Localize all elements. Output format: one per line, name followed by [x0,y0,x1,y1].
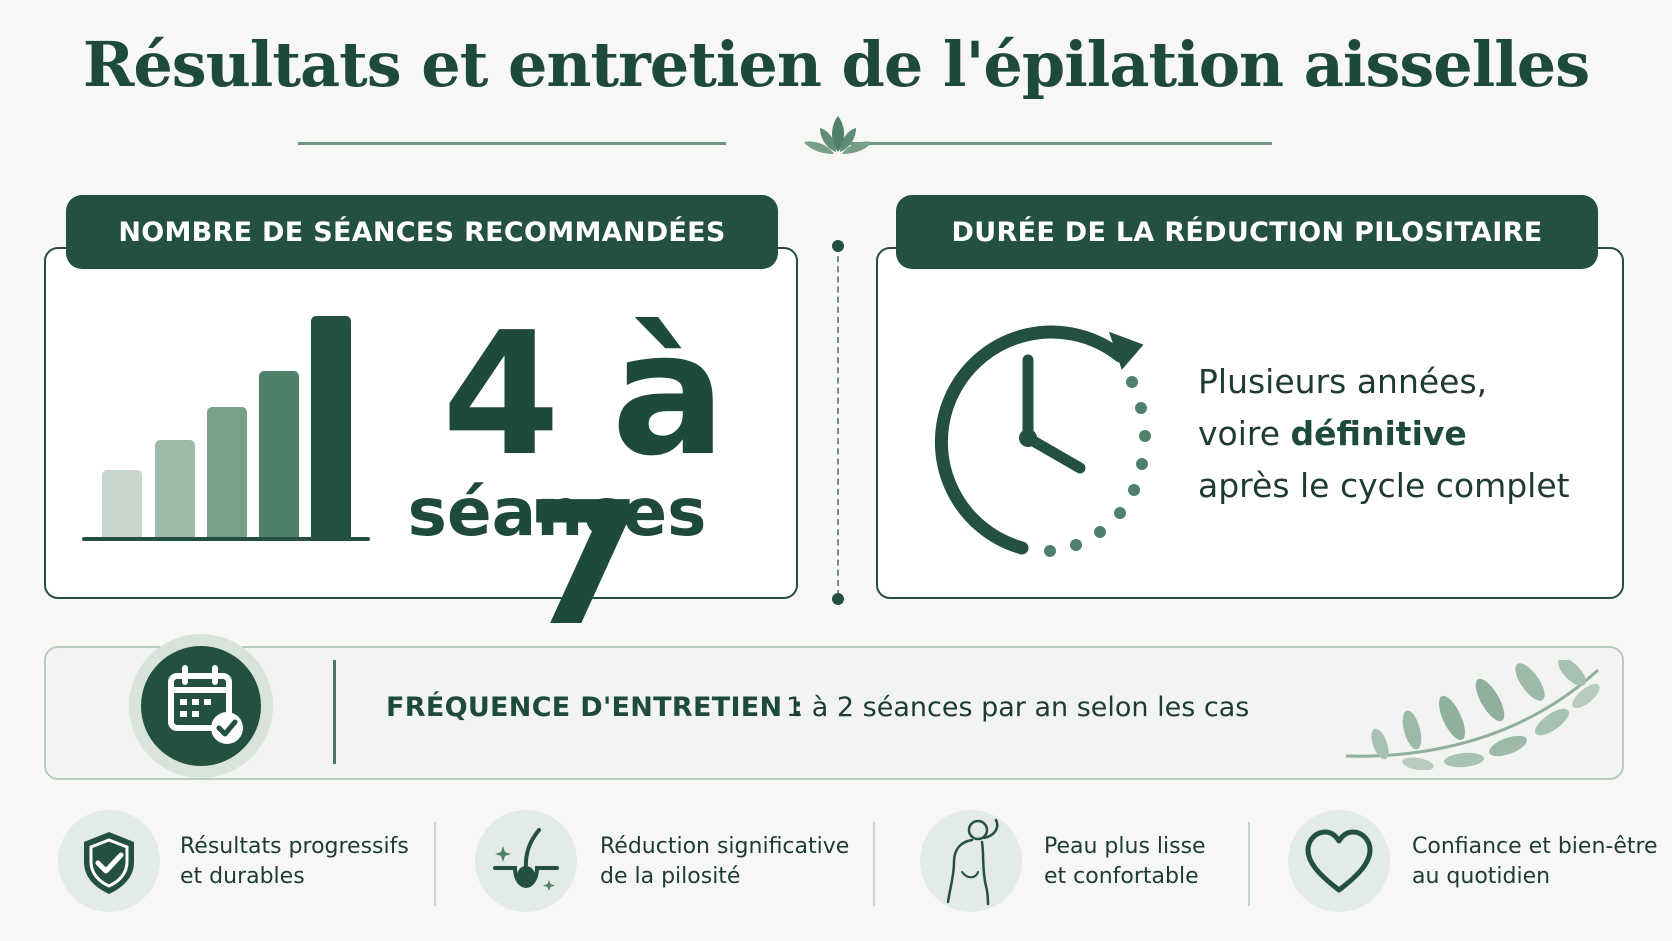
heart-icon [1288,810,1390,912]
card-separator [837,246,839,596]
benefit-2-text: Réduction significative de la pilosité [600,832,860,892]
duration-line-2-bold: définitive [1290,414,1467,453]
benefit-4-line-1: Confiance et bien-être [1412,834,1658,859]
benefit-1-line-1: Résultats progressifs [180,834,409,859]
benefit-separator-2 [873,822,875,906]
separator-dot-bottom [832,593,844,605]
duration-line-2: voire définitive [1198,408,1618,460]
bar-1 [102,470,142,537]
benefit-1-line-2: et durables [180,864,305,889]
separator-dot-top [832,240,844,252]
chart-baseline [82,537,370,541]
body-underarm-icon [920,810,1022,912]
calendar-check-icon [129,634,273,778]
duration-card-header: DURÉE DE LA RÉDUCTION PILOSITAIRE [896,195,1598,269]
leaf-branch-icon [1345,660,1600,770]
title-divider-left [298,142,726,145]
sessions-value: 4 à 7 [441,296,726,664]
duration-line-1: Plusieurs années, [1198,362,1488,401]
bar-3 [207,407,247,537]
sessions-unit: séances [407,474,707,551]
benefit-3-text: Peau plus lisse et confortable [1044,832,1304,892]
frequency-value: 1 à 2 séances par an selon les cas [786,692,1250,723]
title-divider-right [848,142,1272,145]
clock-icon [935,325,1151,557]
bar-2 [155,440,195,537]
frequency-label: FRÉQUENCE D'ENTRETIEN : [386,692,804,723]
benefit-4-text: Confiance et bien-être au quotidien [1412,832,1672,892]
benefit-2-line-2: de la pilosité [600,864,741,889]
page-title: Résultats et entretien de l'épilation ai… [82,28,1590,101]
bar-4 [259,371,299,537]
duration-line-3: après le cycle complet [1198,466,1570,505]
hair-follicle-icon [475,810,577,912]
lotus-icon [804,116,872,154]
benefit-2-line-1: Réduction significative [600,834,850,859]
benefit-1-text: Résultats progressifs et durables [180,832,440,892]
frequency-divider [333,660,336,764]
bar-5 [311,316,351,537]
sessions-card-header: NOMBRE DE SÉANCES RECOMMANDÉES [66,195,778,269]
duration-text: Plusieurs années, voire définitive après… [1198,356,1618,512]
duration-line-2-prefix: voire [1198,414,1291,453]
benefit-separator-1 [434,822,436,906]
benefit-separator-3 [1248,822,1250,906]
shield-check-icon [58,810,160,912]
benefit-3-line-1: Peau plus lisse [1044,834,1206,859]
benefit-3-line-2: et confortable [1044,864,1199,889]
benefit-4-line-2: au quotidien [1412,864,1551,889]
